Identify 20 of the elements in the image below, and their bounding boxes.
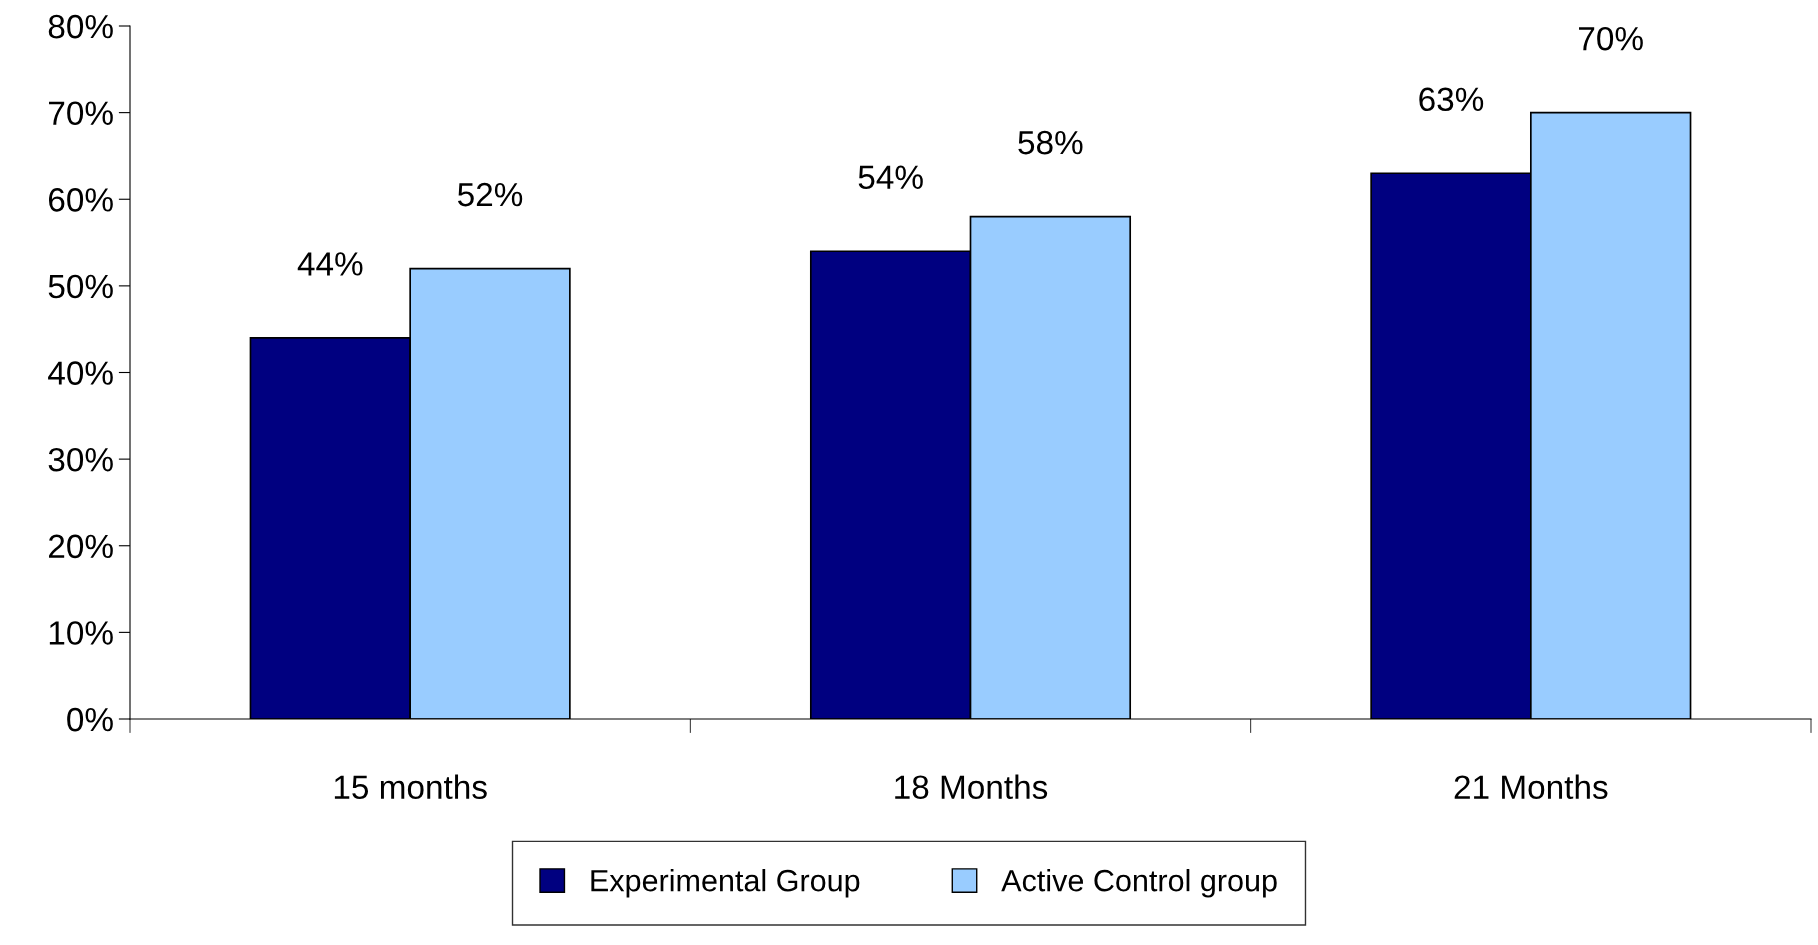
y-tick-label: 20% bbox=[48, 534, 113, 559]
y-tick-label: 80% bbox=[48, 14, 113, 39]
y-tick-label: 10% bbox=[49, 621, 113, 645]
x-tick-label: 21 Months bbox=[1454, 774, 1608, 800]
y-tick-label: 60% bbox=[49, 188, 113, 212]
text: 70% bbox=[1579, 26, 1643, 51]
y-tick-label: 30% bbox=[48, 447, 113, 472]
legend-label: Active Control group bbox=[1001, 869, 1277, 898]
x-tick-label: 18 Months bbox=[895, 774, 1048, 800]
y-tick-label: 50% bbox=[48, 274, 113, 299]
text: 54% bbox=[858, 165, 923, 190]
y-tick-label: 70% bbox=[49, 101, 113, 126]
text: 44% bbox=[297, 252, 363, 276]
x-tick-label: 15 months bbox=[334, 774, 487, 800]
text: 63% bbox=[1419, 87, 1484, 112]
y-tick-label: 0% bbox=[67, 707, 113, 732]
legend-label: Experimental Group bbox=[591, 869, 860, 898]
text: 52% bbox=[457, 182, 523, 207]
text: 58% bbox=[1018, 130, 1083, 155]
y-tick-label: 40% bbox=[48, 361, 113, 385]
